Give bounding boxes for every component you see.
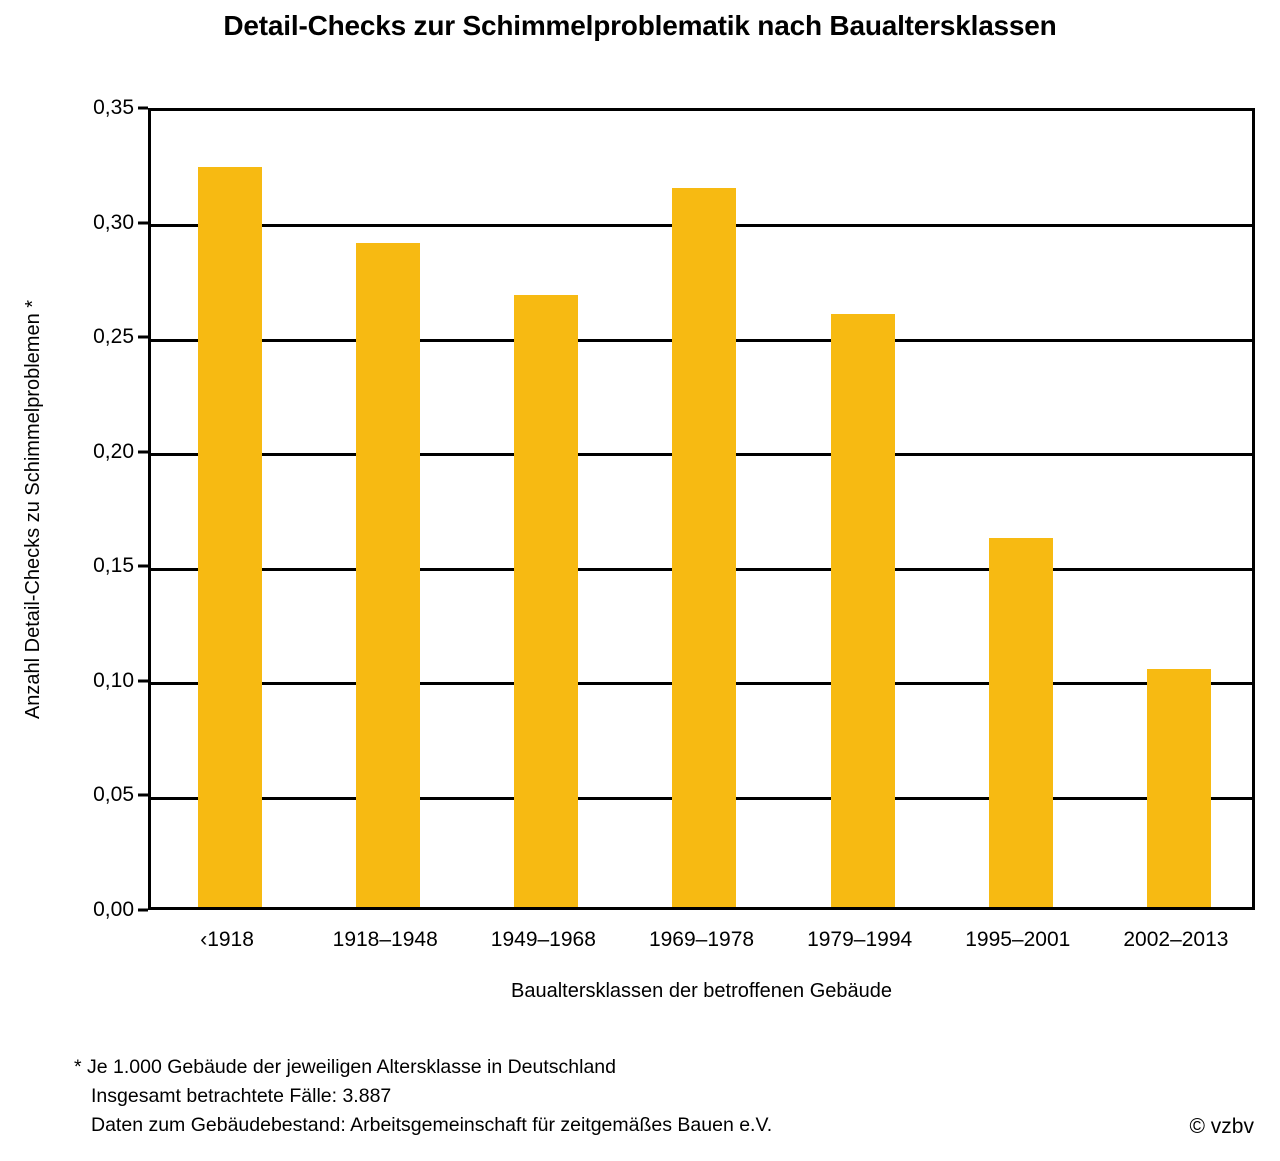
- bar-slot: [151, 111, 309, 907]
- x-axis-tick-label: 1949–1968: [490, 928, 596, 951]
- y-axis-tick-mark: [138, 793, 148, 797]
- footnotes: * Je 1.000 Gebäude der jeweiligen Alters…: [74, 1053, 772, 1140]
- bar: [1146, 668, 1211, 907]
- y-axis-tick-mark: [138, 221, 148, 225]
- bar-slot: [784, 111, 942, 907]
- y-axis-tick-mark: [138, 564, 148, 568]
- bar-slot: [1100, 111, 1258, 907]
- bar: [514, 295, 579, 907]
- bar: [198, 166, 263, 907]
- y-axis-tick-mark: [138, 450, 148, 454]
- y-axis-tick-mark: [138, 106, 148, 110]
- bar-slot: [309, 111, 467, 907]
- bar: [830, 313, 895, 907]
- x-axis-tick-label: 1979–1994: [807, 928, 913, 951]
- x-axis-title: Baualtersklassen der betroffenen Gebäude: [510, 980, 892, 1002]
- y-axis-tick-label: 0,05: [93, 783, 134, 807]
- bar-slot: [625, 111, 783, 907]
- footnote-line-2: Insgesamt betrachtete Fälle: 3.887: [91, 1085, 392, 1107]
- footnote-line-3: Daten zum Gebäudebestand: Arbeitsgemeins…: [91, 1114, 773, 1136]
- bar: [356, 242, 421, 907]
- y-axis-tick-mark: [138, 679, 148, 683]
- y-axis-tick-label: 0,20: [93, 439, 134, 463]
- footnote-line-1: * Je 1.000 Gebäude der jeweiligen Alters…: [74, 1056, 617, 1078]
- x-axis-tick-label: 1918–1948: [332, 928, 438, 951]
- y-axis-tick-label: 0,15: [93, 554, 134, 578]
- y-axis-tick-mark: [138, 335, 148, 339]
- x-axis-tick-label: 1995–2001: [965, 928, 1071, 951]
- page-title: Detail-Checks zur Schimmelproblematik na…: [223, 10, 1057, 41]
- x-axis-tick-label: 2002–2013: [1123, 928, 1229, 951]
- bar: [988, 538, 1053, 907]
- y-axis-tick-label: 0,10: [93, 668, 134, 692]
- copyright-credit: © vzbv: [1189, 1115, 1255, 1138]
- bar: [672, 187, 737, 907]
- bar-series: [151, 111, 1252, 907]
- bar-slot: [467, 111, 625, 907]
- y-axis-tick-label: 0,30: [93, 210, 134, 234]
- bar-slot: [942, 111, 1100, 907]
- y-axis-tick-label: 0,25: [93, 325, 134, 349]
- plot-area: [148, 108, 1255, 910]
- x-axis-tick-label: 1969–1978: [648, 928, 755, 951]
- y-axis-title-text: Anzahl Detail-Checks zu Schimmelprobleme…: [22, 299, 45, 719]
- y-axis-tick-label: 0,35: [93, 96, 134, 119]
- x-axis-tick-label: ‹1918: [200, 928, 254, 951]
- y-axis-tick-label: 0,00: [93, 898, 134, 921]
- y-axis-tick-mark: [138, 908, 148, 912]
